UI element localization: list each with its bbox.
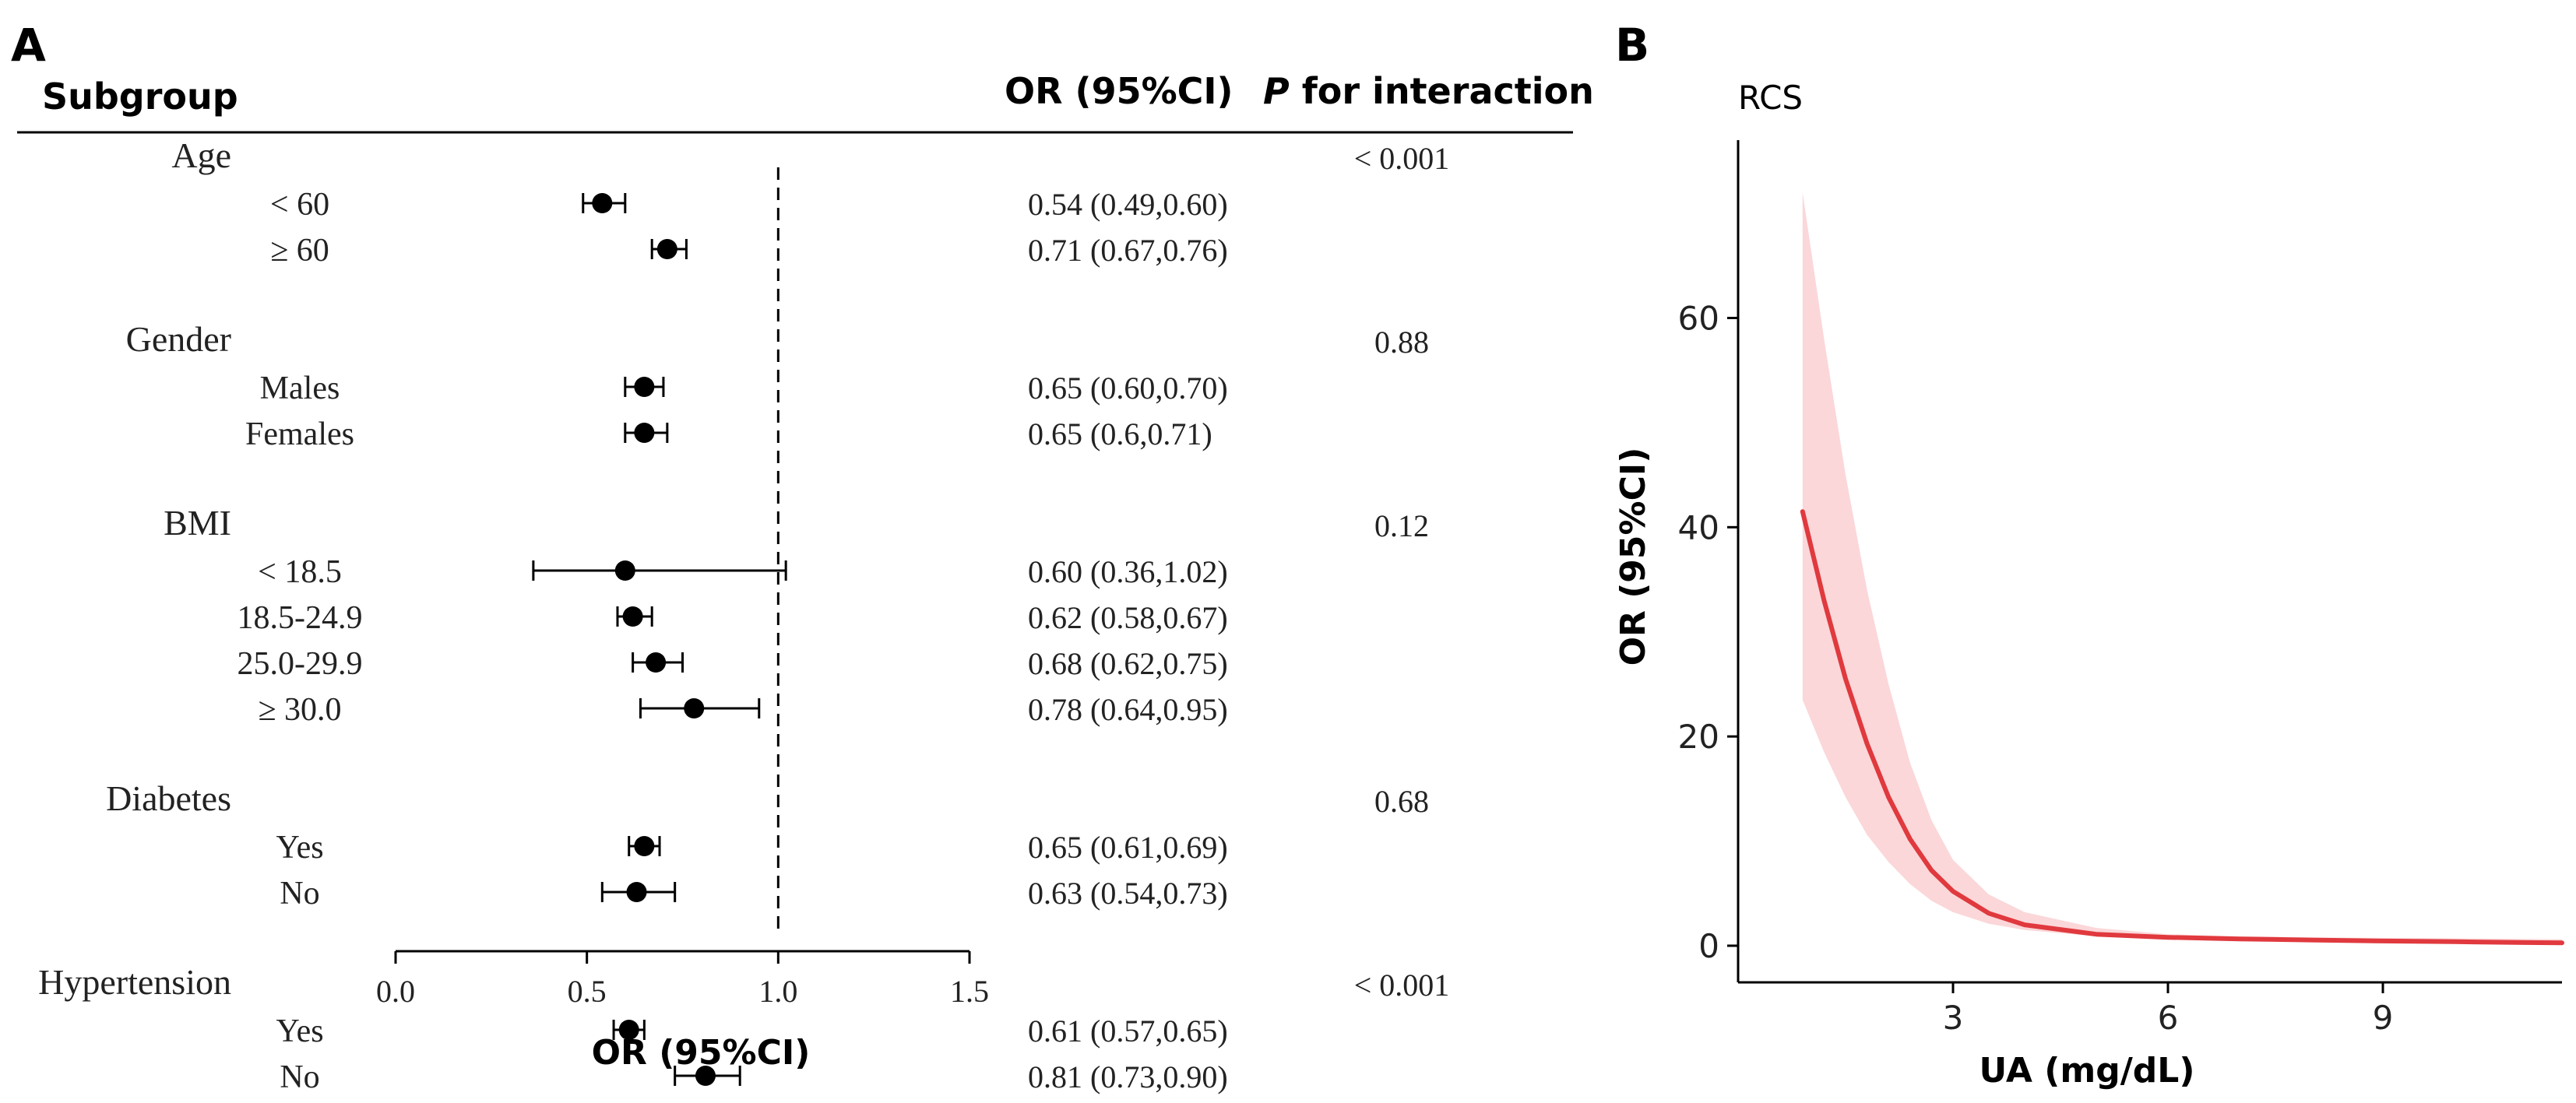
forest-x-tick-label: 1.0 [758,974,797,1009]
rcs-plot: 0 20 40 60 3 6 9 [1678,140,2564,1037]
or-ci-text: 0.65 (0.60,0.70) [1028,371,1228,406]
or-point [634,377,655,397]
or-point [618,1020,639,1040]
rcs-x-tick-label: 6 [2158,999,2179,1037]
group-label: Hypertension [38,962,231,1002]
or-point [614,560,635,581]
or-ci-text: 0.65 (0.6,0.71) [1028,416,1212,451]
forest-plot: Age < 0.001 Gender 0.88 BMI 0.12 Diabetes 0.68 H… [38,135,1449,1095]
or-point [634,423,655,443]
subgroup-label: < 18.5 [258,554,342,590]
group-label: Age [171,135,231,175]
subgroup-label: No [280,1059,319,1095]
or-point [592,193,613,213]
subgroup-label: Yes [276,830,323,866]
or-point [634,836,655,856]
p-header-italic: P [1263,70,1290,112]
or-ci-text: 0.71 (0.67,0.76) [1028,233,1228,268]
or-point [695,1066,716,1086]
forest-x-tick-label: 0.0 [376,974,415,1009]
rcs-y-tick-label: 60 [1678,299,1719,337]
rcs-curve [1800,509,2564,946]
subgroup-label: Females [245,416,354,452]
rcs-y-tick-label: 40 [1678,508,1719,546]
or-ci-text: 0.63 (0.54,0.73) [1028,876,1228,911]
or-ci-text: 0.68 (0.62,0.75) [1028,646,1228,681]
p-interaction-value: < 0.001 [1354,968,1450,1003]
or-point [656,239,677,259]
panel-a-letter: A [11,19,46,72]
p-interaction-value: < 0.001 [1354,141,1450,176]
subgroup-label: < 60 [270,187,329,223]
rcs-y-axis-label: OR (95%CI) [1614,448,1653,666]
or-point [622,606,643,627]
subgroup-label: Males [260,371,340,406]
or-point [626,882,647,902]
p-header-rest: for interaction [1290,70,1594,112]
or-header: OR (95%CI) [1005,70,1233,112]
subgroup-label: ≥ 60 [270,233,329,269]
rcs-y-tick-label: 0 [1698,927,1719,965]
group-label: Gender [126,319,231,359]
rcs-ci-band [1802,192,2562,945]
forest-x-tick-label: 0.5 [568,974,607,1009]
subgroup-label: 25.0-29.9 [238,646,363,682]
or-ci-text: 0.78 (0.64,0.95) [1028,692,1228,727]
rcs-x-tick-label: 3 [1943,999,1964,1037]
rcs-title: RCS [1738,79,1803,117]
subgroup-label: ≥ 30.0 [258,692,341,728]
rcs-x-axis-label: UA (mg/dL) [1980,1051,2195,1091]
group-label: Diabetes [106,778,231,818]
p-interaction-value: 0.68 [1374,784,1429,819]
rcs-x-tick-label: 9 [2373,999,2394,1037]
or-ci-text: 0.81 (0.73,0.90) [1028,1059,1228,1094]
forest-x-axis-label: OR (95%CI) [592,1033,811,1073]
rcs-y-tick-label: 20 [1678,718,1719,756]
or-point [646,652,667,673]
subgroup-label: No [280,876,319,912]
subgroup-label: Yes [276,1013,323,1049]
panel-b-letter: B [1615,19,1649,72]
p-interaction-value: 0.12 [1374,508,1429,543]
or-ci-text: 0.61 (0.57,0.65) [1028,1013,1228,1049]
p-interaction-value: 0.88 [1374,325,1429,360]
or-ci-text: 0.65 (0.61,0.69) [1028,830,1228,865]
subgroup-label: 18.5-24.9 [238,600,363,636]
forest-x-tick-label: 1.5 [950,974,989,1009]
or-ci-text: 0.60 (0.36,1.02) [1028,554,1228,589]
or-ci-text: 0.62 (0.58,0.67) [1028,600,1228,635]
group-label: BMI [164,503,231,543]
or-ci-text: 0.54 (0.49,0.60) [1028,187,1228,222]
p-interaction-header: P for interaction [1263,70,1594,112]
subgroup-header: Subgroup [42,76,238,118]
or-point [684,698,705,718]
